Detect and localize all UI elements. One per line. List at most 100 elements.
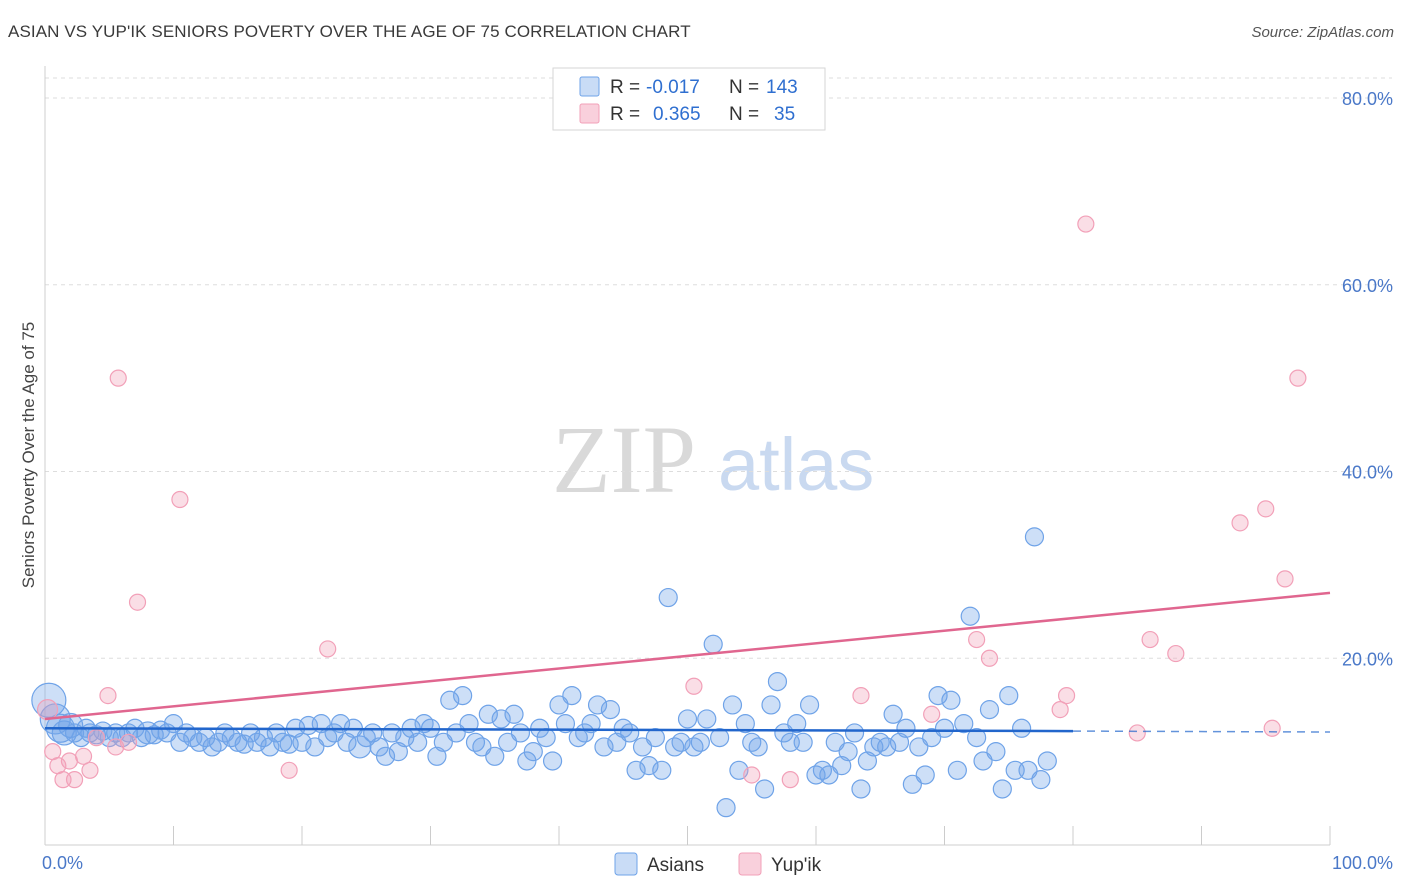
asians-point <box>1024 527 1045 547</box>
asians-point <box>851 779 871 799</box>
legend-n-value-yupik: 35 <box>774 104 795 125</box>
asians-point <box>523 742 543 762</box>
yupik-point <box>36 699 59 721</box>
asians-point <box>652 760 672 780</box>
asians-point <box>555 714 576 734</box>
asians-point <box>433 732 453 752</box>
asians-point <box>542 751 563 771</box>
asians-point <box>767 671 788 692</box>
yupik-point <box>1167 644 1185 663</box>
asians-point <box>530 718 550 738</box>
watermark-zip: ZIP <box>552 406 696 513</box>
asians-point <box>600 700 621 720</box>
asians-point <box>954 714 974 734</box>
asians-point <box>504 704 524 724</box>
asians-point <box>735 714 755 734</box>
asians-point <box>292 732 312 752</box>
asians-point <box>408 732 428 752</box>
asians-point <box>1011 718 1032 738</box>
yupik-point <box>319 640 337 658</box>
asians-point <box>915 765 935 785</box>
asians-point <box>639 756 659 776</box>
asians-point <box>375 746 396 766</box>
yupik-point <box>171 490 189 509</box>
asians-point <box>491 709 511 729</box>
y-tick-label-20: 20.0% <box>1342 649 1393 669</box>
x-tick-label-max: 100.0% <box>1332 853 1393 873</box>
asians-point <box>337 732 357 752</box>
asians-point <box>1018 760 1038 780</box>
asians-point <box>716 798 736 818</box>
bottom-legend: Asians Yup'ik <box>614 852 822 876</box>
yupik-point <box>1077 215 1095 233</box>
yupik-point <box>280 761 298 779</box>
legend-n-label-asians: N = <box>729 77 759 98</box>
yupik-point <box>1276 570 1294 588</box>
asians-point <box>979 700 1000 720</box>
asians-point <box>774 723 794 743</box>
yupik-point <box>781 771 799 789</box>
yupik-point <box>852 686 870 705</box>
chart-title: ASIAN VS YUP'IK SENIORS POVERTY OVER THE… <box>8 22 691 41</box>
asians-point <box>594 737 614 757</box>
yupik-point <box>109 369 127 387</box>
asians-point <box>388 742 408 762</box>
asians-point <box>581 714 601 734</box>
asians-point <box>587 695 608 715</box>
asians-point <box>832 756 852 776</box>
yupik-point <box>743 766 761 784</box>
asians-point <box>510 723 531 743</box>
watermark-atlas: atlas <box>718 423 874 506</box>
asians-trend-line <box>44 727 1074 733</box>
yupik-point <box>128 593 147 611</box>
asians-point <box>485 746 505 766</box>
series-yupik <box>36 215 1307 789</box>
asians-point <box>844 723 865 743</box>
asians-point <box>787 714 807 734</box>
asians-point <box>260 737 280 757</box>
asians-point <box>992 779 1012 799</box>
asians-point <box>658 587 678 608</box>
asians-point <box>1037 751 1057 771</box>
asians-point <box>967 728 987 748</box>
asians-point <box>986 742 1006 762</box>
asians-point <box>960 606 980 626</box>
asians-point <box>761 695 781 715</box>
yupik-point <box>107 738 125 756</box>
legend-r-label-yupik: R = <box>610 104 640 125</box>
legend: R = -0.017 N = 143 R = 0.365 N = 35 <box>552 67 826 131</box>
asians-point <box>517 751 537 771</box>
y-tick-label-60: 60.0% <box>1342 276 1393 296</box>
legend-swatch-asians <box>579 76 600 97</box>
asians-point <box>440 690 460 710</box>
asians-point <box>819 765 839 785</box>
asians-point <box>498 732 518 752</box>
bottom-legend-swatch-asians <box>614 852 638 876</box>
asians-point <box>889 732 910 752</box>
asians-point <box>536 728 556 748</box>
yupik-point <box>119 733 138 751</box>
asians-point <box>947 760 967 780</box>
asians-point <box>1031 770 1051 790</box>
x-axis-ticks: 0.0% 100.0% <box>42 826 1393 873</box>
asians-point <box>941 690 961 710</box>
asians-point <box>632 737 653 757</box>
asians-point <box>825 732 845 752</box>
yupik-point <box>1257 500 1275 518</box>
legend-r-label-asians: R = <box>610 77 640 98</box>
asians-point <box>607 732 627 752</box>
yupik-trend-line <box>44 591 1331 721</box>
asians-point <box>427 746 447 766</box>
yupik-point <box>81 761 99 779</box>
asians-point <box>973 751 993 771</box>
asians-point <box>754 779 775 799</box>
legend-n-value-asians: 143 <box>766 77 798 98</box>
asians-point <box>857 751 878 771</box>
yupik-point <box>1057 686 1076 705</box>
asians-point <box>208 732 229 752</box>
asians-point <box>305 737 325 757</box>
asians-point <box>626 760 646 780</box>
series-asians <box>31 527 1057 818</box>
asians-point <box>478 704 498 724</box>
